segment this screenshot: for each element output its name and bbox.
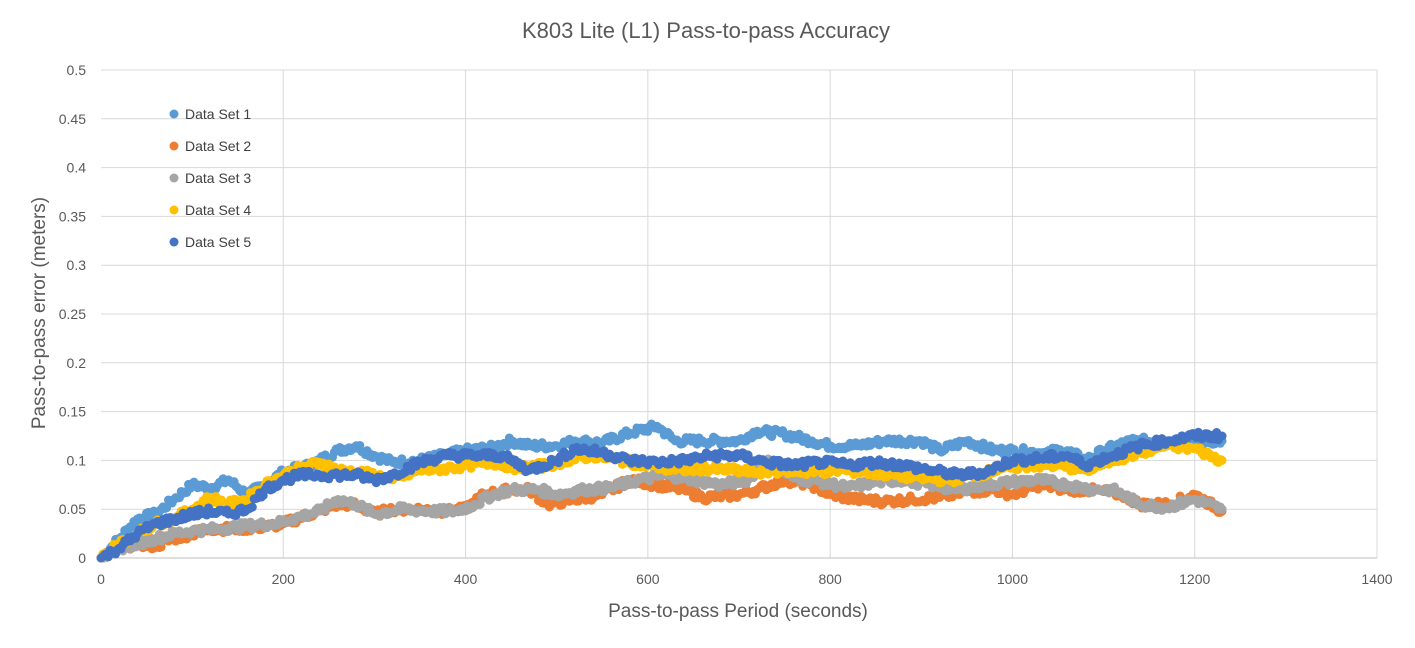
x-tick-label: 200 bbox=[272, 571, 296, 587]
x-tick-label: 1200 bbox=[1179, 571, 1210, 587]
y-tick-label: 0.4 bbox=[67, 160, 87, 176]
y-tick-label: 0 bbox=[78, 550, 86, 566]
x-tick-label: 0 bbox=[97, 571, 105, 587]
legend-marker bbox=[169, 237, 179, 247]
data-point bbox=[1133, 445, 1143, 455]
y-tick-label: 0.45 bbox=[59, 111, 86, 127]
data-point bbox=[1215, 502, 1225, 512]
data-point bbox=[1215, 454, 1225, 464]
legend-label: Data Set 4 bbox=[185, 202, 251, 218]
legend-label: Data Set 1 bbox=[185, 106, 251, 122]
x-tick-labels: 0 200 400 600 800 1000 1200 1400 bbox=[97, 571, 1393, 587]
x-axis-title: Pass-to-pass Period (seconds) bbox=[608, 601, 868, 622]
data-point bbox=[1018, 443, 1028, 453]
legend-marker bbox=[169, 205, 179, 215]
y-tick-label: 0.05 bbox=[59, 501, 86, 517]
x-tick-label: 1400 bbox=[1361, 571, 1392, 587]
data-point bbox=[821, 436, 831, 446]
legend-marker bbox=[169, 141, 179, 151]
data-point bbox=[247, 502, 257, 512]
y-tick-label: 0.2 bbox=[67, 355, 87, 371]
legend-label: Data Set 5 bbox=[185, 234, 251, 250]
x-tick-label: 600 bbox=[636, 571, 660, 587]
data-point bbox=[778, 426, 788, 436]
y-axis-title: Pass-to-pass error (meters) bbox=[29, 197, 50, 429]
y-tick-label: 0.5 bbox=[67, 62, 87, 78]
legend-label: Data Set 2 bbox=[185, 138, 251, 154]
y-tick-label: 0.1 bbox=[67, 452, 87, 468]
data-point bbox=[1215, 432, 1225, 442]
y-tick-label: 0.35 bbox=[59, 208, 86, 224]
x-tick-label: 800 bbox=[818, 571, 842, 587]
data-series bbox=[96, 419, 1227, 563]
y-tick-label: 0.3 bbox=[67, 257, 87, 273]
x-tick-label: 1000 bbox=[997, 571, 1028, 587]
series-5 bbox=[96, 427, 1227, 563]
y-tick-label: 0.15 bbox=[59, 404, 86, 420]
chart-title: K803 Lite (L1) Pass-to-pass Accuracy bbox=[522, 18, 890, 43]
data-point bbox=[258, 490, 268, 500]
legend-marker bbox=[169, 173, 179, 183]
legend: Data Set 1 Data Set 2 Data Set 3 Data Set 4… bbox=[169, 106, 251, 250]
x-tick-label: 400 bbox=[454, 571, 478, 587]
y-tick-label: 0.25 bbox=[59, 306, 86, 322]
legend-label: Data Set 3 bbox=[185, 170, 251, 186]
legend-marker bbox=[169, 109, 179, 119]
data-point bbox=[131, 533, 141, 543]
data-point bbox=[131, 542, 141, 552]
data-point bbox=[1119, 450, 1129, 460]
y-tick-labels: 0 0.05 0.1 0.15 0.2 0.25 0.3 0.35 0.4 0.45 0.5 bbox=[59, 62, 86, 566]
